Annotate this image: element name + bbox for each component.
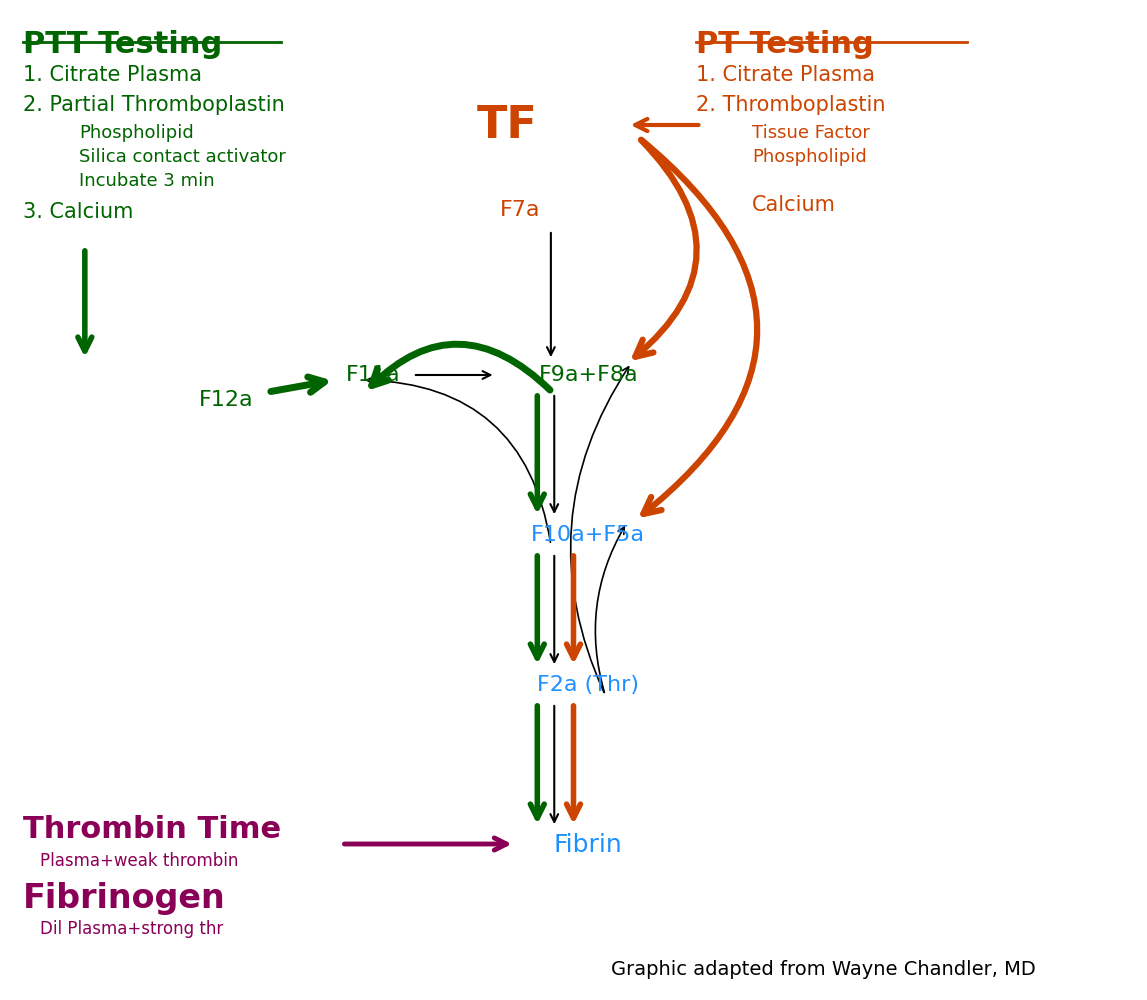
Text: Silica contact activator: Silica contact activator <box>79 148 286 166</box>
Text: Tissue Factor: Tissue Factor <box>752 124 871 142</box>
Text: Fibrin: Fibrin <box>554 833 623 857</box>
Text: 3. Calcium: 3. Calcium <box>23 202 133 222</box>
Text: Phospholipid: Phospholipid <box>79 124 194 142</box>
Text: 2. Thromboplastin: 2. Thromboplastin <box>696 95 885 115</box>
Text: Thrombin Time: Thrombin Time <box>23 815 281 844</box>
Text: Incubate 3 min: Incubate 3 min <box>79 172 214 190</box>
Text: Graphic adapted from Wayne Chandler, MD: Graphic adapted from Wayne Chandler, MD <box>611 960 1036 979</box>
Text: F9a+F8a: F9a+F8a <box>538 365 638 385</box>
Text: F7a: F7a <box>500 200 540 220</box>
Text: F12a: F12a <box>198 390 253 410</box>
Text: Dil Plasma+strong thr: Dil Plasma+strong thr <box>40 920 223 938</box>
Text: Plasma+weak thrombin: Plasma+weak thrombin <box>40 852 237 870</box>
Text: 2. Partial Thromboplastin: 2. Partial Thromboplastin <box>23 95 284 115</box>
Text: Phospholipid: Phospholipid <box>752 148 867 166</box>
Text: 1. Citrate Plasma: 1. Citrate Plasma <box>696 65 875 85</box>
Text: F2a (Thr): F2a (Thr) <box>537 675 639 695</box>
Text: PT Testing: PT Testing <box>696 30 873 59</box>
Text: Fibrinogen: Fibrinogen <box>23 882 225 915</box>
Text: F10a+F5a: F10a+F5a <box>531 525 646 545</box>
Text: F11a: F11a <box>346 365 400 385</box>
Text: TF: TF <box>476 104 537 146</box>
Text: Calcium: Calcium <box>752 195 836 215</box>
Text: 1. Citrate Plasma: 1. Citrate Plasma <box>23 65 202 85</box>
Text: PTT Testing: PTT Testing <box>23 30 221 59</box>
